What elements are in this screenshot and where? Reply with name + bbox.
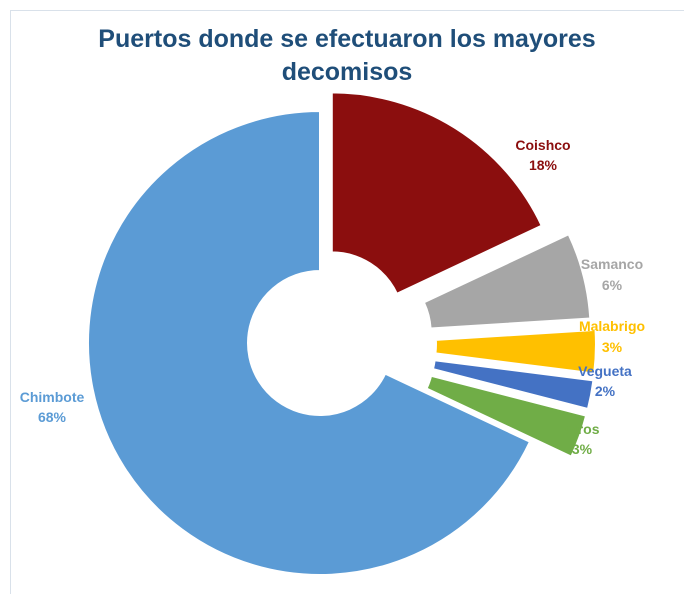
slice-chimbote bbox=[87, 109, 532, 576]
slice-value-samanco: 6% bbox=[602, 277, 623, 293]
slice-label-malabrigo: Malabrigo bbox=[579, 318, 645, 334]
slice-samanco bbox=[422, 232, 592, 330]
slice-otros bbox=[425, 374, 588, 459]
slice-value-coishco: 18% bbox=[529, 157, 558, 173]
slice-label-chimbote: Chimbote bbox=[20, 389, 85, 405]
chart-title-line-1: Puertos donde se efectuaron los mayores bbox=[98, 25, 595, 53]
slice-label-coishco: Coishco bbox=[515, 137, 570, 153]
slice-value-chimbote: 68% bbox=[38, 409, 67, 425]
chart-frame bbox=[10, 10, 684, 594]
slice-value-malabrigo: 3% bbox=[602, 339, 623, 355]
slice-value-otros: 3% bbox=[572, 441, 593, 457]
slice-malabrigo bbox=[434, 328, 597, 375]
slice-value-vegueta: 2% bbox=[595, 383, 616, 399]
slice-label-vegueta: Vegueta bbox=[578, 363, 632, 379]
slice-vegueta bbox=[431, 359, 595, 411]
slice-label-otros: otros bbox=[565, 421, 600, 437]
slice-coishco bbox=[330, 91, 544, 296]
chart-title-line-2: decomisos bbox=[282, 58, 413, 86]
slice-label-samanco: Samanco bbox=[581, 256, 643, 272]
